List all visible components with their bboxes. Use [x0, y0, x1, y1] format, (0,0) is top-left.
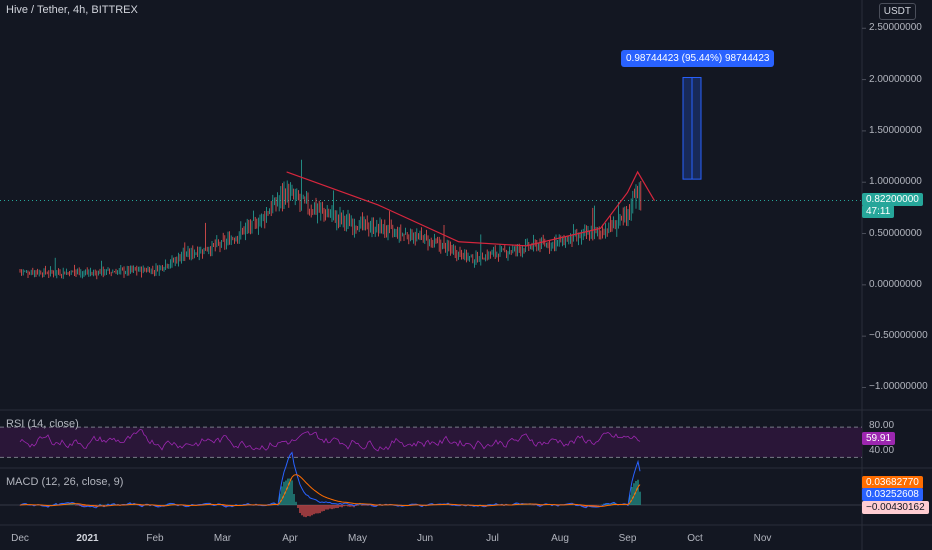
price-tick-label: 2.50000000	[869, 22, 922, 34]
time-tick-label: Nov	[753, 533, 772, 544]
rsi-lower-tick: 40.00	[869, 445, 895, 456]
last-price-tag: 0.82200000	[862, 193, 923, 206]
rsi-label: RSI (14, close)	[6, 418, 79, 430]
time-tick-label: Dec	[11, 533, 29, 544]
price-tick-label: 1.50000000	[869, 124, 922, 136]
price-tick-label: −1.00000000	[869, 381, 928, 393]
price-tick-label: 2.00000000	[869, 73, 922, 85]
time-tick-label: Aug	[551, 533, 569, 544]
time-tick-label: Feb	[146, 533, 164, 544]
rounded-bottom-curve	[286, 170, 656, 247]
rsi-line	[19, 428, 641, 452]
measure-label: 0.98744423 (95.44%) 98744423	[621, 50, 775, 67]
macd-label: MACD (12, 26, close, 9)	[6, 476, 124, 488]
time-tick-label: Apr	[282, 533, 298, 544]
time-tick-label: May	[348, 533, 367, 544]
macd-line-tag: 0.03252608	[862, 488, 923, 501]
currency-button[interactable]: USDT	[878, 3, 916, 20]
price-tick-label: −0.50000000	[869, 330, 928, 342]
time-tick-label: Oct	[687, 533, 703, 544]
macd-signal-tag: 0.03682770	[862, 476, 923, 489]
time-tick-label: Sep	[618, 533, 637, 544]
price-tick-label: 0.50000000	[869, 227, 922, 239]
rsi-value-tag: 59.91	[862, 432, 896, 445]
macd-hist-tag: −0.00430162	[862, 501, 929, 514]
macd-signal-line	[19, 474, 641, 507]
rsi-band	[0, 427, 862, 458]
chart-title: Hive / Tether, 4h, BITTREX	[6, 4, 138, 16]
time-tick-label: Jul	[486, 533, 499, 544]
time-tick-label: Mar	[213, 533, 232, 544]
countdown-tag: 47:11	[862, 205, 895, 218]
price-tick-label: 1.00000000	[869, 176, 922, 188]
price-tick-label: 0.00000000	[869, 278, 922, 290]
time-tick-label: 2021	[76, 533, 99, 544]
time-tick-label: Jun	[416, 533, 434, 544]
rsi-upper-tick: 80.00	[869, 420, 895, 431]
